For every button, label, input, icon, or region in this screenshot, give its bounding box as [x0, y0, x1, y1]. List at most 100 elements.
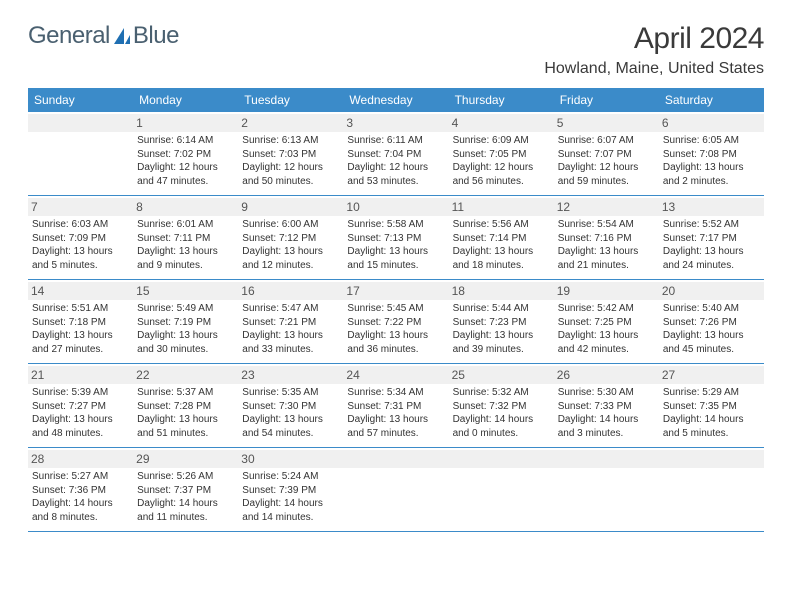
day-detail-line: Sunrise: 6:00 AM — [242, 218, 339, 232]
day-cell: 12Sunrise: 5:54 AMSunset: 7:16 PMDayligh… — [554, 196, 659, 279]
day-of-week-cell: Friday — [554, 88, 659, 112]
day-detail-line: Sunset: 7:16 PM — [558, 232, 655, 246]
day-number: 24 — [343, 366, 448, 384]
day-detail-line: Daylight: 13 hours and 39 minutes. — [453, 329, 550, 356]
day-detail-line: Daylight: 14 hours and 3 minutes. — [558, 413, 655, 440]
day-number: 2 — [238, 114, 343, 132]
day-cell: 16Sunrise: 5:47 AMSunset: 7:21 PMDayligh… — [238, 280, 343, 363]
logo-text-blue: Blue — [133, 22, 179, 50]
day-detail-line: Sunset: 7:35 PM — [663, 400, 760, 414]
day-detail-line: Sunset: 7:31 PM — [347, 400, 444, 414]
day-detail-line: Sunset: 7:22 PM — [347, 316, 444, 330]
day-number: 7 — [28, 198, 133, 216]
day-detail-line: Sunrise: 5:56 AM — [453, 218, 550, 232]
day-cell: 14Sunrise: 5:51 AMSunset: 7:18 PMDayligh… — [28, 280, 133, 363]
day-number: 28 — [28, 450, 133, 468]
day-number: 11 — [449, 198, 554, 216]
day-number — [449, 450, 554, 468]
day-number: 19 — [554, 282, 659, 300]
day-detail-line: Sunrise: 5:47 AM — [242, 302, 339, 316]
day-cell: 1Sunrise: 6:14 AMSunset: 7:02 PMDaylight… — [133, 112, 238, 195]
day-detail-line: Daylight: 13 hours and 9 minutes. — [137, 245, 234, 272]
day-cell: 17Sunrise: 5:45 AMSunset: 7:22 PMDayligh… — [343, 280, 448, 363]
day-cell: 10 Sunrise: 5:58 AMSunset: 7:13 PMDayligh… — [343, 196, 448, 279]
day-detail-line: Sunrise: 5:37 AM — [137, 386, 234, 400]
day-detail-line: Sunrise: 6:01 AM — [137, 218, 234, 232]
day-number — [28, 114, 133, 132]
day-detail-line: Sunrise: 5:32 AM — [453, 386, 550, 400]
calendar-page: General Blue April 2024 Howland, Maine, … — [0, 0, 792, 532]
day-cell: 26Sunrise: 5:30 AMSunset: 7:33 PMDayligh… — [554, 364, 659, 447]
day-detail-line: Sunrise: 5:44 AM — [453, 302, 550, 316]
day-detail-line: Sunset: 7:14 PM — [453, 232, 550, 246]
day-cell: 13Sunrise: 5:52 AMSunset: 7:17 PMDayligh… — [659, 196, 764, 279]
day-detail-line: Sunset: 7:09 PM — [32, 232, 129, 246]
day-detail-line: Sunset: 7:37 PM — [137, 484, 234, 498]
day-number: 3 — [343, 114, 448, 132]
day-detail-line: Sunrise: 5:27 AM — [32, 470, 129, 484]
day-cell: 23Sunrise: 5:35 AMSunset: 7:30 PMDayligh… — [238, 364, 343, 447]
day-detail-line: Sunrise: 5:52 AM — [663, 218, 760, 232]
week-row: 14Sunrise: 5:51 AMSunset: 7:18 PMDayligh… — [28, 280, 764, 364]
day-number: 30 — [238, 450, 343, 468]
day-cell: 6Sunrise: 6:05 AMSunset: 7:08 PMDaylight… — [659, 112, 764, 195]
day-number: 27 — [659, 366, 764, 384]
day-number: 4 — [449, 114, 554, 132]
day-cell: 7Sunrise: 6:03 AMSunset: 7:09 PMDaylight… — [28, 196, 133, 279]
day-detail-line: Daylight: 12 hours and 47 minutes. — [137, 161, 234, 188]
day-detail-line: Sunset: 7:03 PM — [242, 148, 339, 162]
day-detail-line: Daylight: 13 hours and 33 minutes. — [242, 329, 339, 356]
location-subtitle: Howland, Maine, United States — [544, 60, 764, 78]
day-number: 26 — [554, 366, 659, 384]
day-cell: 8Sunrise: 6:01 AMSunset: 7:11 PMDaylight… — [133, 196, 238, 279]
brand-logo: General Blue — [28, 22, 179, 50]
week-row: 21Sunrise: 5:39 AMSunset: 7:27 PMDayligh… — [28, 364, 764, 448]
day-detail-line: Sunrise: 5:40 AM — [663, 302, 760, 316]
day-detail-line: Daylight: 13 hours and 24 minutes. — [663, 245, 760, 272]
day-number: 14 — [28, 282, 133, 300]
day-detail-line: Sunrise: 5:35 AM — [242, 386, 339, 400]
day-detail-line: Daylight: 14 hours and 11 minutes. — [137, 497, 234, 524]
day-number: 25 — [449, 366, 554, 384]
day-detail-line: Daylight: 13 hours and 15 minutes. — [347, 245, 444, 272]
day-detail-line: Daylight: 13 hours and 36 minutes. — [347, 329, 444, 356]
day-detail-line: Daylight: 13 hours and 12 minutes. — [242, 245, 339, 272]
day-number: 29 — [133, 450, 238, 468]
day-of-week-cell: Tuesday — [238, 88, 343, 112]
day-cell: 27Sunrise: 5:29 AMSunset: 7:35 PMDayligh… — [659, 364, 764, 447]
day-detail-line: Sunrise: 5:24 AM — [242, 470, 339, 484]
day-detail-line: Sunset: 7:12 PM — [242, 232, 339, 246]
day-number: 8 — [133, 198, 238, 216]
day-of-week-cell: Sunday — [28, 88, 133, 112]
day-detail-line: Sunset: 7:13 PM — [347, 232, 444, 246]
day-detail-line: Sunrise: 6:13 AM — [242, 134, 339, 148]
day-number: 12 — [554, 198, 659, 216]
day-cell: 28Sunrise: 5:27 AMSunset: 7:36 PMDayligh… — [28, 448, 133, 531]
day-detail-line: Sunset: 7:07 PM — [558, 148, 655, 162]
day-number: 1 — [133, 114, 238, 132]
day-detail-line: Sunset: 7:39 PM — [242, 484, 339, 498]
day-number: 10 — [343, 198, 448, 216]
weeks-container: 1Sunrise: 6:14 AMSunset: 7:02 PMDaylight… — [28, 112, 764, 532]
day-detail-line: Daylight: 12 hours and 59 minutes. — [558, 161, 655, 188]
week-row: 1Sunrise: 6:14 AMSunset: 7:02 PMDaylight… — [28, 112, 764, 196]
day-detail-line: Sunset: 7:28 PM — [137, 400, 234, 414]
day-detail-line: Sunset: 7:27 PM — [32, 400, 129, 414]
day-detail-line: Daylight: 13 hours and 57 minutes. — [347, 413, 444, 440]
day-detail-line: Daylight: 12 hours and 50 minutes. — [242, 161, 339, 188]
day-detail-line: Sunrise: 6:14 AM — [137, 134, 234, 148]
day-number: 9 — [238, 198, 343, 216]
day-detail-line: Daylight: 13 hours and 54 minutes. — [242, 413, 339, 440]
day-detail-line: Daylight: 13 hours and 30 minutes. — [137, 329, 234, 356]
logo-text-general: General — [28, 22, 110, 50]
day-number: 16 — [238, 282, 343, 300]
day-detail-line: Sunrise: 6:07 AM — [558, 134, 655, 148]
day-detail-line: Sunrise: 5:26 AM — [137, 470, 234, 484]
day-detail-line: Sunrise: 6:05 AM — [663, 134, 760, 148]
day-detail-line: Daylight: 14 hours and 5 minutes. — [663, 413, 760, 440]
day-detail-line: Sunrise: 5:58 AM — [347, 218, 444, 232]
day-detail-line: Daylight: 12 hours and 56 minutes. — [453, 161, 550, 188]
day-number: 21 — [28, 366, 133, 384]
month-title: April 2024 — [544, 22, 764, 56]
day-of-week-cell: Wednesday — [343, 88, 448, 112]
